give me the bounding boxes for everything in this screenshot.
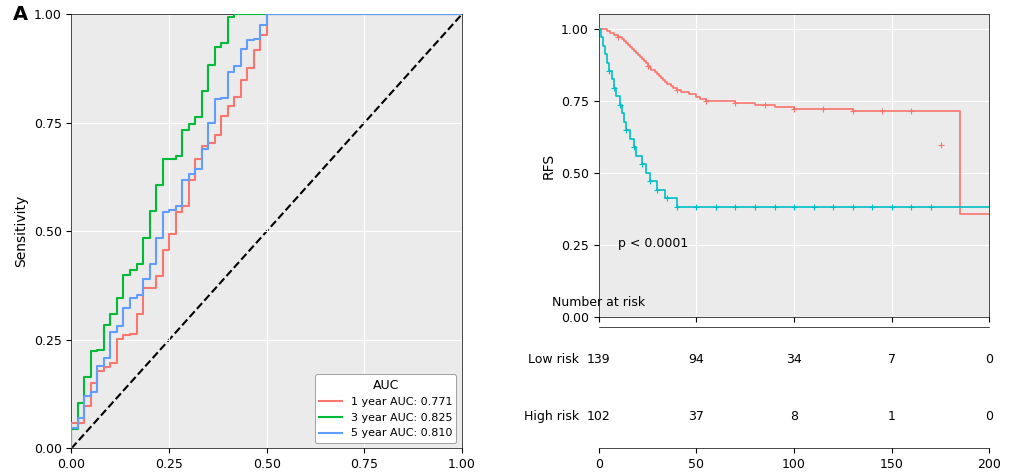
- Text: 8: 8: [790, 410, 797, 422]
- Text: 7: 7: [887, 353, 895, 366]
- Point: [922, 203, 938, 211]
- Text: 37: 37: [688, 410, 704, 422]
- Point: [600, 67, 616, 75]
- Point: [814, 105, 830, 113]
- Point: [727, 99, 743, 106]
- Point: [727, 203, 743, 211]
- Point: [668, 86, 685, 94]
- Text: A: A: [13, 6, 28, 25]
- Legend: 1 year AUC: 0.771, 3 year AUC: 0.825, 5 year AUC: 0.810: 1 year AUC: 0.771, 3 year AUC: 0.825, 5 …: [315, 374, 457, 443]
- Text: 0: 0: [984, 353, 993, 366]
- Point: [873, 107, 890, 115]
- Point: [902, 203, 918, 211]
- Point: [609, 33, 626, 41]
- Text: p < 0.0001: p < 0.0001: [618, 237, 688, 250]
- Text: 94: 94: [688, 353, 703, 366]
- Point: [658, 194, 675, 202]
- Point: [844, 203, 860, 211]
- Point: [786, 203, 802, 211]
- Point: [805, 203, 821, 211]
- Point: [863, 203, 879, 211]
- Point: [648, 186, 664, 194]
- Point: [786, 105, 802, 113]
- Point: [633, 160, 649, 168]
- Text: Number at risk: Number at risk: [551, 296, 644, 309]
- Point: [882, 203, 899, 211]
- Text: High risk: High risk: [524, 410, 579, 422]
- Point: [611, 101, 628, 109]
- Text: 102: 102: [586, 410, 610, 422]
- Point: [746, 203, 762, 211]
- Y-axis label: Sensitivity: Sensitivity: [14, 195, 29, 268]
- Point: [618, 126, 634, 134]
- Point: [902, 107, 918, 115]
- Point: [697, 97, 713, 104]
- Text: 0: 0: [984, 410, 993, 422]
- Point: [641, 177, 657, 185]
- Point: [824, 203, 841, 211]
- Point: [625, 143, 641, 151]
- Point: [668, 203, 685, 211]
- Y-axis label: RFS: RFS: [541, 152, 555, 178]
- Point: [605, 84, 622, 92]
- Point: [765, 203, 782, 211]
- Point: [707, 203, 723, 211]
- Text: 139: 139: [586, 353, 610, 366]
- Point: [931, 142, 948, 149]
- Text: Low risk: Low risk: [528, 353, 579, 366]
- Text: 1: 1: [887, 410, 895, 422]
- Point: [756, 101, 772, 109]
- Text: 34: 34: [786, 353, 801, 366]
- Point: [688, 203, 704, 211]
- Point: [639, 62, 655, 69]
- Point: [844, 107, 860, 115]
